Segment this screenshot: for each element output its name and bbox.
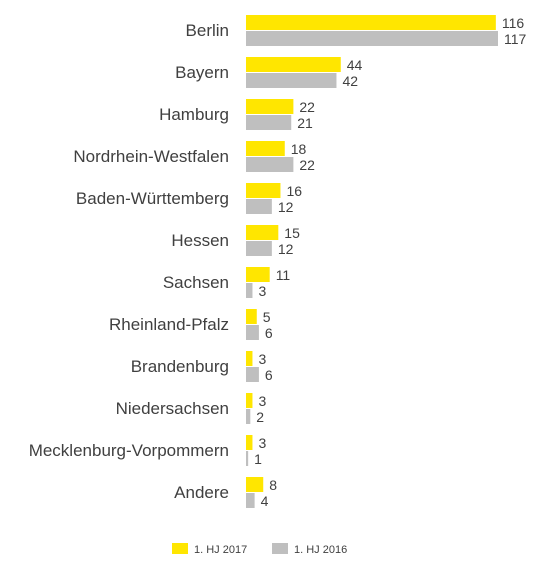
value-label-2016: 12: [278, 241, 294, 257]
category-label: Bayern: [175, 63, 229, 82]
value-label-2017: 44: [347, 57, 363, 73]
bar-2017: [246, 477, 264, 492]
value-label-2016: 117: [504, 31, 527, 47]
value-label-2016: 4: [261, 493, 269, 509]
bar-2017: [246, 225, 279, 240]
value-label-2016: 1: [254, 451, 262, 467]
value-label-2017: 3: [258, 351, 266, 367]
value-label-2016: 12: [278, 199, 294, 215]
value-label-2017: 15: [284, 225, 300, 241]
category-label: Andere: [174, 483, 229, 502]
bar-2016: [246, 283, 253, 298]
bar-2016: [246, 325, 259, 340]
bar-2017: [246, 57, 341, 72]
category-label: Brandenburg: [131, 357, 229, 376]
bar-2016: [246, 31, 498, 46]
category-label: Mecklenburg-Vorpommern: [29, 441, 229, 460]
category-label: Berlin: [186, 21, 229, 40]
value-label-2016: 21: [297, 115, 313, 131]
bar-2017: [246, 435, 253, 450]
value-label-2017: 5: [263, 309, 271, 325]
bar-2016: [246, 157, 294, 172]
bar-2017: [246, 393, 253, 408]
bar-2017: [246, 99, 294, 114]
bar-2017: [246, 351, 253, 366]
legend: 1. HJ 2017 1. HJ 2016: [172, 543, 347, 556]
bar-2016: [246, 409, 251, 424]
legend-swatch-2017: [172, 543, 188, 554]
category-label: Baden-Württemberg: [76, 189, 229, 208]
category-label: Hamburg: [159, 105, 229, 124]
category-label: Hessen: [171, 231, 229, 250]
value-label-2016: 6: [265, 367, 273, 383]
bar-2017: [246, 183, 281, 198]
bar-2016: [246, 73, 337, 88]
category-label: Nordrhein-Westfalen: [73, 147, 229, 166]
bar-2016: [246, 241, 272, 256]
bar-2016: [246, 493, 255, 508]
value-label-2016: 6: [265, 325, 273, 341]
bar-2017: [246, 267, 270, 282]
bar-2016: [246, 367, 259, 382]
bar-2017: [246, 141, 285, 156]
bar-2016: [246, 451, 249, 466]
category-label: Sachsen: [163, 273, 229, 292]
value-label-2016: 22: [299, 157, 315, 173]
value-label-2017: 16: [286, 183, 302, 199]
value-label-2017: 3: [258, 435, 266, 451]
bar-2016: [246, 199, 272, 214]
value-label-2017: 116: [502, 15, 525, 31]
legend-swatch-2016: [272, 543, 288, 554]
value-label-2017: 22: [299, 99, 315, 115]
category-label: Rheinland-Pfalz: [109, 315, 229, 334]
legend-label-2016: 1. HJ 2016: [294, 544, 347, 556]
bar-2017: [246, 15, 496, 30]
bar-2017: [246, 309, 257, 324]
value-label-2016: 3: [258, 283, 266, 299]
value-label-2017: 3: [258, 393, 266, 409]
value-label-2017: 18: [291, 141, 307, 157]
value-label-2017: 8: [269, 477, 277, 493]
legend-label-2017: 1. HJ 2017: [194, 544, 247, 556]
value-label-2016: 2: [256, 409, 264, 425]
value-label-2016: 42: [342, 73, 358, 89]
bar-2016: [246, 115, 292, 130]
value-label-2017: 11: [276, 267, 291, 283]
category-label: Niedersachsen: [116, 399, 229, 418]
